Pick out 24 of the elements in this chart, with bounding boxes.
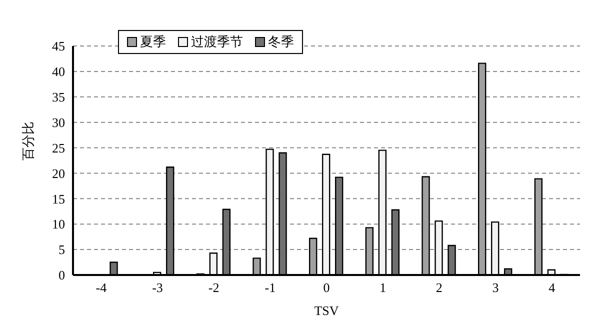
x-axis-title: TSV <box>314 303 340 318</box>
y-tick-label: 45 <box>52 38 65 54</box>
y-tick-label: 15 <box>52 191 65 206</box>
x-tick-label: -1 <box>264 280 276 296</box>
x-tick-label: -2 <box>208 280 220 296</box>
legend-label: 冬季 <box>268 34 294 51</box>
x-tick-label: 4 <box>548 280 556 296</box>
legend-label: 过渡季节 <box>191 34 243 51</box>
y-tick-label: 0 <box>58 268 65 283</box>
x-tick-label: 0 <box>323 280 330 296</box>
x-tick-label: -3 <box>152 280 163 296</box>
x-tick-label: 1 <box>380 280 386 296</box>
legend-label: 夏季 <box>140 34 166 51</box>
y-tick-label: 25 <box>52 140 65 156</box>
y-tick-label: 30 <box>52 114 65 130</box>
y-tick-label: 40 <box>52 64 65 80</box>
y-tick-label: 20 <box>52 166 65 181</box>
y-axis-title: 百分比 <box>22 122 37 160</box>
x-tick-label: 2 <box>436 280 442 296</box>
y-tick-label: 5 <box>58 242 65 258</box>
x-tick-label: -4 <box>96 280 108 296</box>
y-tick-label: 35 <box>52 90 65 105</box>
y-tick-label: 10 <box>52 216 65 232</box>
x-tick-label: 3 <box>492 280 499 296</box>
